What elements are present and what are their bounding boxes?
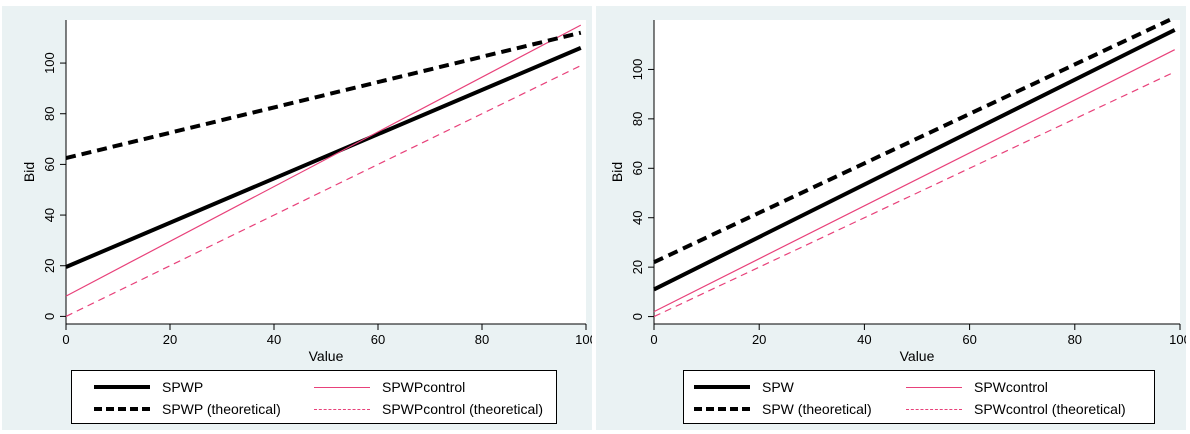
legend-item: SPWPcontrol (theoretical)	[314, 399, 543, 419]
legend-item: SPWcontrol	[906, 377, 1048, 397]
x-tick-label: 100	[1169, 332, 1186, 347]
x-tick-label: 20	[752, 332, 766, 347]
y-tick-label: 80	[630, 112, 645, 126]
legend-swatch	[314, 386, 370, 388]
series-line	[65, 30, 582, 161]
x-tick-label: 0	[650, 332, 657, 347]
y-axis-title: Bid	[609, 162, 625, 182]
legend-left: SPWP SPWPcontrol SPWP (theoretical) SPWPcon…	[71, 370, 557, 424]
legend-item: SPWP (theoretical)	[94, 399, 281, 419]
legend-label: SPWP	[162, 379, 204, 395]
y-tick-label: 40	[42, 208, 57, 222]
legend-label: SPWP (theoretical)	[162, 401, 281, 417]
x-tick-label: 60	[371, 332, 385, 347]
legend-label: SPWcontrol (theoretical)	[974, 401, 1126, 417]
chart-panel-left: 020406080100020406080100ValueBid SPWPSPW…	[2, 6, 592, 430]
series-line	[65, 24, 582, 297]
legend-swatch	[314, 408, 370, 410]
legend-item: SPWPcontrol	[314, 377, 465, 397]
y-tick-label: 0	[630, 313, 645, 320]
legend-label: SPW (theoretical)	[762, 401, 872, 417]
plot-area	[66, 20, 586, 324]
legend-swatch	[906, 408, 962, 410]
legend-label: SPW	[762, 379, 794, 395]
y-tick-label: 100	[630, 59, 645, 81]
x-axis-title: Value	[309, 348, 344, 364]
legend-item: SPW (theoretical)	[694, 399, 872, 419]
x-tick-label: 80	[1068, 332, 1082, 347]
legend-label: SPWPcontrol (theoretical)	[382, 401, 544, 417]
legend-item: SPW	[694, 377, 794, 397]
x-tick-label: 60	[962, 332, 976, 347]
series-line	[65, 46, 582, 269]
x-tick-label: 40	[857, 332, 871, 347]
legend-label: SPWPcontrol	[382, 379, 466, 395]
legend-label: SPWcontrol	[974, 379, 1048, 395]
chart-panel-right: 0 20 40 60 80 100 0 20 40 60 80 100 Value Bid SPW SPWc…	[596, 6, 1186, 430]
legend-swatch	[94, 385, 150, 389]
y-tick-label: 60	[42, 157, 57, 171]
legend-item: SPWP	[94, 377, 203, 397]
x-tick-label: 40	[267, 332, 281, 347]
legend-item: SPWcontrol (theoretical)	[906, 399, 1126, 419]
y-tick-label: 100	[42, 52, 57, 74]
legend-right: SPW SPWcontrol SPW (theoretical) SPWcontrol…	[683, 370, 1155, 424]
y-tick-label: 20	[42, 258, 57, 272]
series-line	[653, 28, 1176, 292]
series-line	[653, 49, 1175, 313]
legend-swatch	[694, 385, 750, 389]
legend-swatch	[94, 407, 150, 411]
chart-svg-right: 0 20 40 60 80 100 0 20 40 60 80 100 Value Bid	[609, 15, 1186, 364]
y-tick-label: 0	[42, 313, 57, 320]
x-tick-label: 0	[62, 332, 69, 347]
y-axis-title: Bid	[21, 162, 37, 182]
chart-svg-left: 0 20 40 60 80 100 0 20 40 60 80 100 Value Bid	[21, 20, 592, 364]
y-tick-label: 20	[630, 260, 645, 274]
y-tick-label: 40	[630, 210, 645, 224]
y-tick-label: 60	[630, 161, 645, 175]
x-axis-title: Value	[900, 348, 935, 364]
y-tick-label: 80	[42, 106, 57, 120]
x-tick-label: 80	[475, 332, 489, 347]
legend-swatch	[694, 407, 750, 411]
legend-swatch	[906, 386, 962, 388]
x-tick-label: 100	[575, 332, 592, 347]
x-tick-label: 20	[163, 332, 177, 347]
